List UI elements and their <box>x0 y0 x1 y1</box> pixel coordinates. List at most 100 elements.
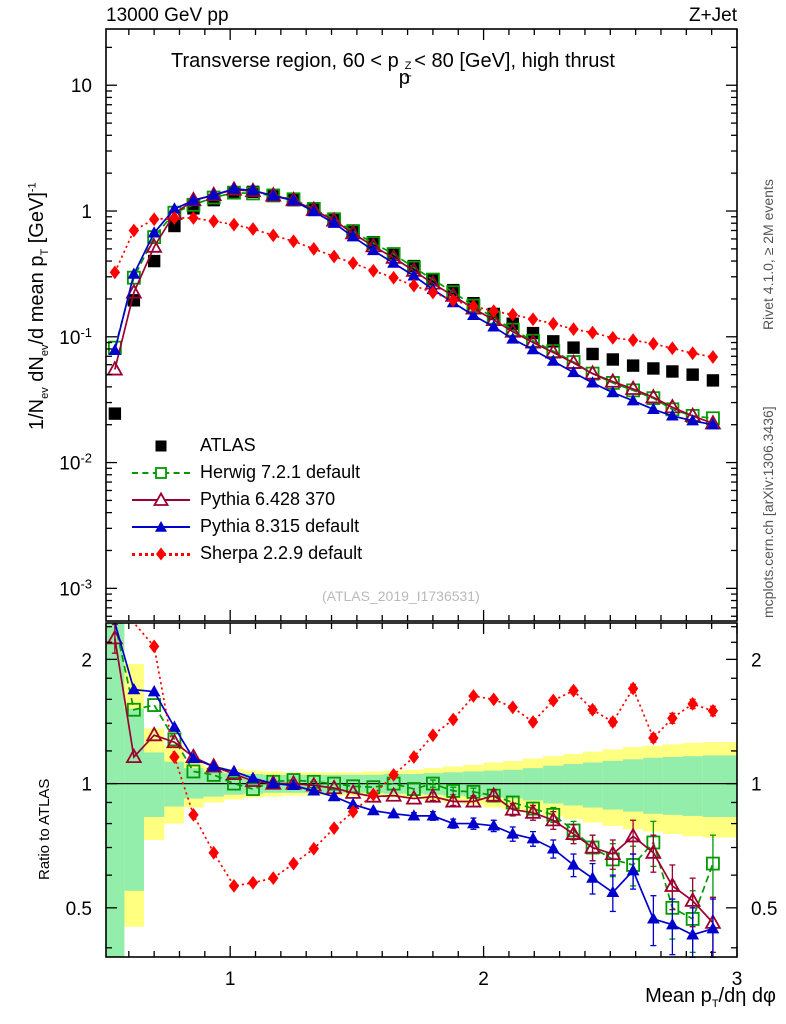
y-tick-label-ratio: 2 <box>81 650 92 671</box>
header-beam-label: 13000 GeV pp <box>106 5 229 26</box>
ratio-series-marker <box>506 827 520 839</box>
ratio-series-marker <box>524 803 542 819</box>
main-series-marker <box>308 242 320 256</box>
main-series-marker <box>707 350 719 364</box>
legend: ATLAS Herwig 7.2.1 default Pythia 6.428 37… <box>132 432 362 567</box>
ratio-series-marker <box>408 750 420 764</box>
main-series-marker <box>507 307 518 322</box>
legend-label: ATLAS <box>200 435 256 455</box>
ratio-series-marker <box>606 885 620 898</box>
ratio-series-marker <box>246 771 260 783</box>
legend-key-pythia8 <box>132 518 190 536</box>
main-series-marker <box>427 285 439 300</box>
xlab-b: /dη dφ <box>718 985 776 1007</box>
ratio-series-marker <box>247 875 259 890</box>
ratio-series-marker <box>626 864 640 876</box>
main-series-marker <box>606 353 620 366</box>
legend-key-atlas <box>132 437 190 455</box>
y-tick-label-ratio: 1 <box>81 775 92 796</box>
main-series-marker <box>527 312 539 327</box>
main-series-marker <box>208 214 219 229</box>
main-series-marker <box>665 409 679 421</box>
ratio-band-inner <box>144 752 165 817</box>
ratio-series-marker <box>148 639 160 654</box>
main-series-marker <box>227 182 241 194</box>
ratio-series-marker <box>544 811 562 827</box>
ratio-series-marker <box>147 685 161 697</box>
legend-item[interactable]: Pythia 8.315 default <box>132 513 362 540</box>
ratio-series-marker <box>125 747 143 763</box>
main-series-marker <box>487 320 501 332</box>
legend-item[interactable]: Pythia 6.428 370 <box>132 486 362 513</box>
ratio-series-marker <box>327 789 341 802</box>
legend-item[interactable]: Herwig 7.2.1 default <box>132 459 362 486</box>
ratio-panel-frame <box>105 622 738 958</box>
legend-item[interactable]: ATLAS <box>132 432 362 459</box>
main-series-marker <box>548 316 559 331</box>
ratio-series-marker <box>665 918 679 930</box>
main-series-marker <box>526 326 540 340</box>
ratio-series-marker <box>347 804 359 819</box>
xlab-a: Mean p <box>645 985 712 1007</box>
main-series-marker <box>168 219 181 233</box>
y-tick-label-main: 10 <box>71 76 92 97</box>
ratio-series-marker <box>268 871 279 886</box>
main-series-marker <box>567 365 580 378</box>
main-series-marker <box>169 211 180 225</box>
ratio-series-marker <box>648 731 659 745</box>
ratio-series-marker <box>467 816 480 829</box>
main-series-marker <box>187 193 200 206</box>
main-series-marker <box>108 343 122 356</box>
main-series-marker <box>447 293 459 308</box>
ratio-series-marker <box>147 698 162 712</box>
legend-key-pythia6 <box>132 491 190 509</box>
main-series-marker <box>706 374 720 387</box>
main-series-marker <box>567 341 580 354</box>
ratio-series-marker <box>424 787 442 803</box>
ratio-series-marker <box>644 843 662 859</box>
main-series-marker <box>586 376 599 388</box>
main-series-marker <box>228 217 240 232</box>
ratio-series-marker <box>568 683 579 698</box>
plot-title-sup: Z <box>404 60 412 72</box>
main-series-marker <box>686 368 699 381</box>
ratio-series-marker <box>687 697 698 711</box>
ratio-series-marker <box>504 800 522 816</box>
main-series-marker <box>148 212 160 227</box>
main-series-marker <box>686 414 700 426</box>
main-series-marker <box>347 256 359 271</box>
main-series-marker <box>546 354 560 366</box>
ratio-series-marker <box>287 778 300 791</box>
ratio-series-marker <box>607 715 619 729</box>
ratio-series-marker <box>308 841 320 856</box>
ratio-series-marker <box>127 682 141 695</box>
main-series-marker <box>644 388 662 404</box>
legend-item[interactable]: Sherpa 2.2.9 default <box>132 540 362 567</box>
ratio-series-marker <box>604 844 622 861</box>
main-series-line <box>114 191 714 420</box>
main-series-marker <box>207 188 221 200</box>
x-tick-label: 3 <box>732 969 743 990</box>
legend-label: Sherpa 2.2.9 default <box>200 543 363 563</box>
plot-title-sub: T <box>404 74 412 86</box>
ratio-series-marker <box>546 842 560 854</box>
y-tick-label-main: 10-3 <box>59 576 92 600</box>
main-series-marker <box>586 347 599 361</box>
ratio-series-marker <box>288 856 299 871</box>
main-series-marker <box>626 359 640 372</box>
ratio-band-inner <box>602 760 623 810</box>
ratio-series-marker <box>487 819 501 831</box>
ratio-series-marker <box>407 809 421 821</box>
ratio-series-marker <box>624 827 642 843</box>
main-series-marker <box>307 204 321 217</box>
main-series-marker <box>488 304 499 318</box>
ratio-series-marker <box>663 876 681 892</box>
plot-title-post: < 80 [GeV], high thrust <box>408 50 615 72</box>
main-series-marker <box>587 325 598 340</box>
ratio-series-marker <box>587 702 598 717</box>
main-series-marker <box>188 211 199 225</box>
ratio-series-marker <box>227 776 241 791</box>
x-axis-label: Mean pT/dη dφ <box>645 985 776 1010</box>
